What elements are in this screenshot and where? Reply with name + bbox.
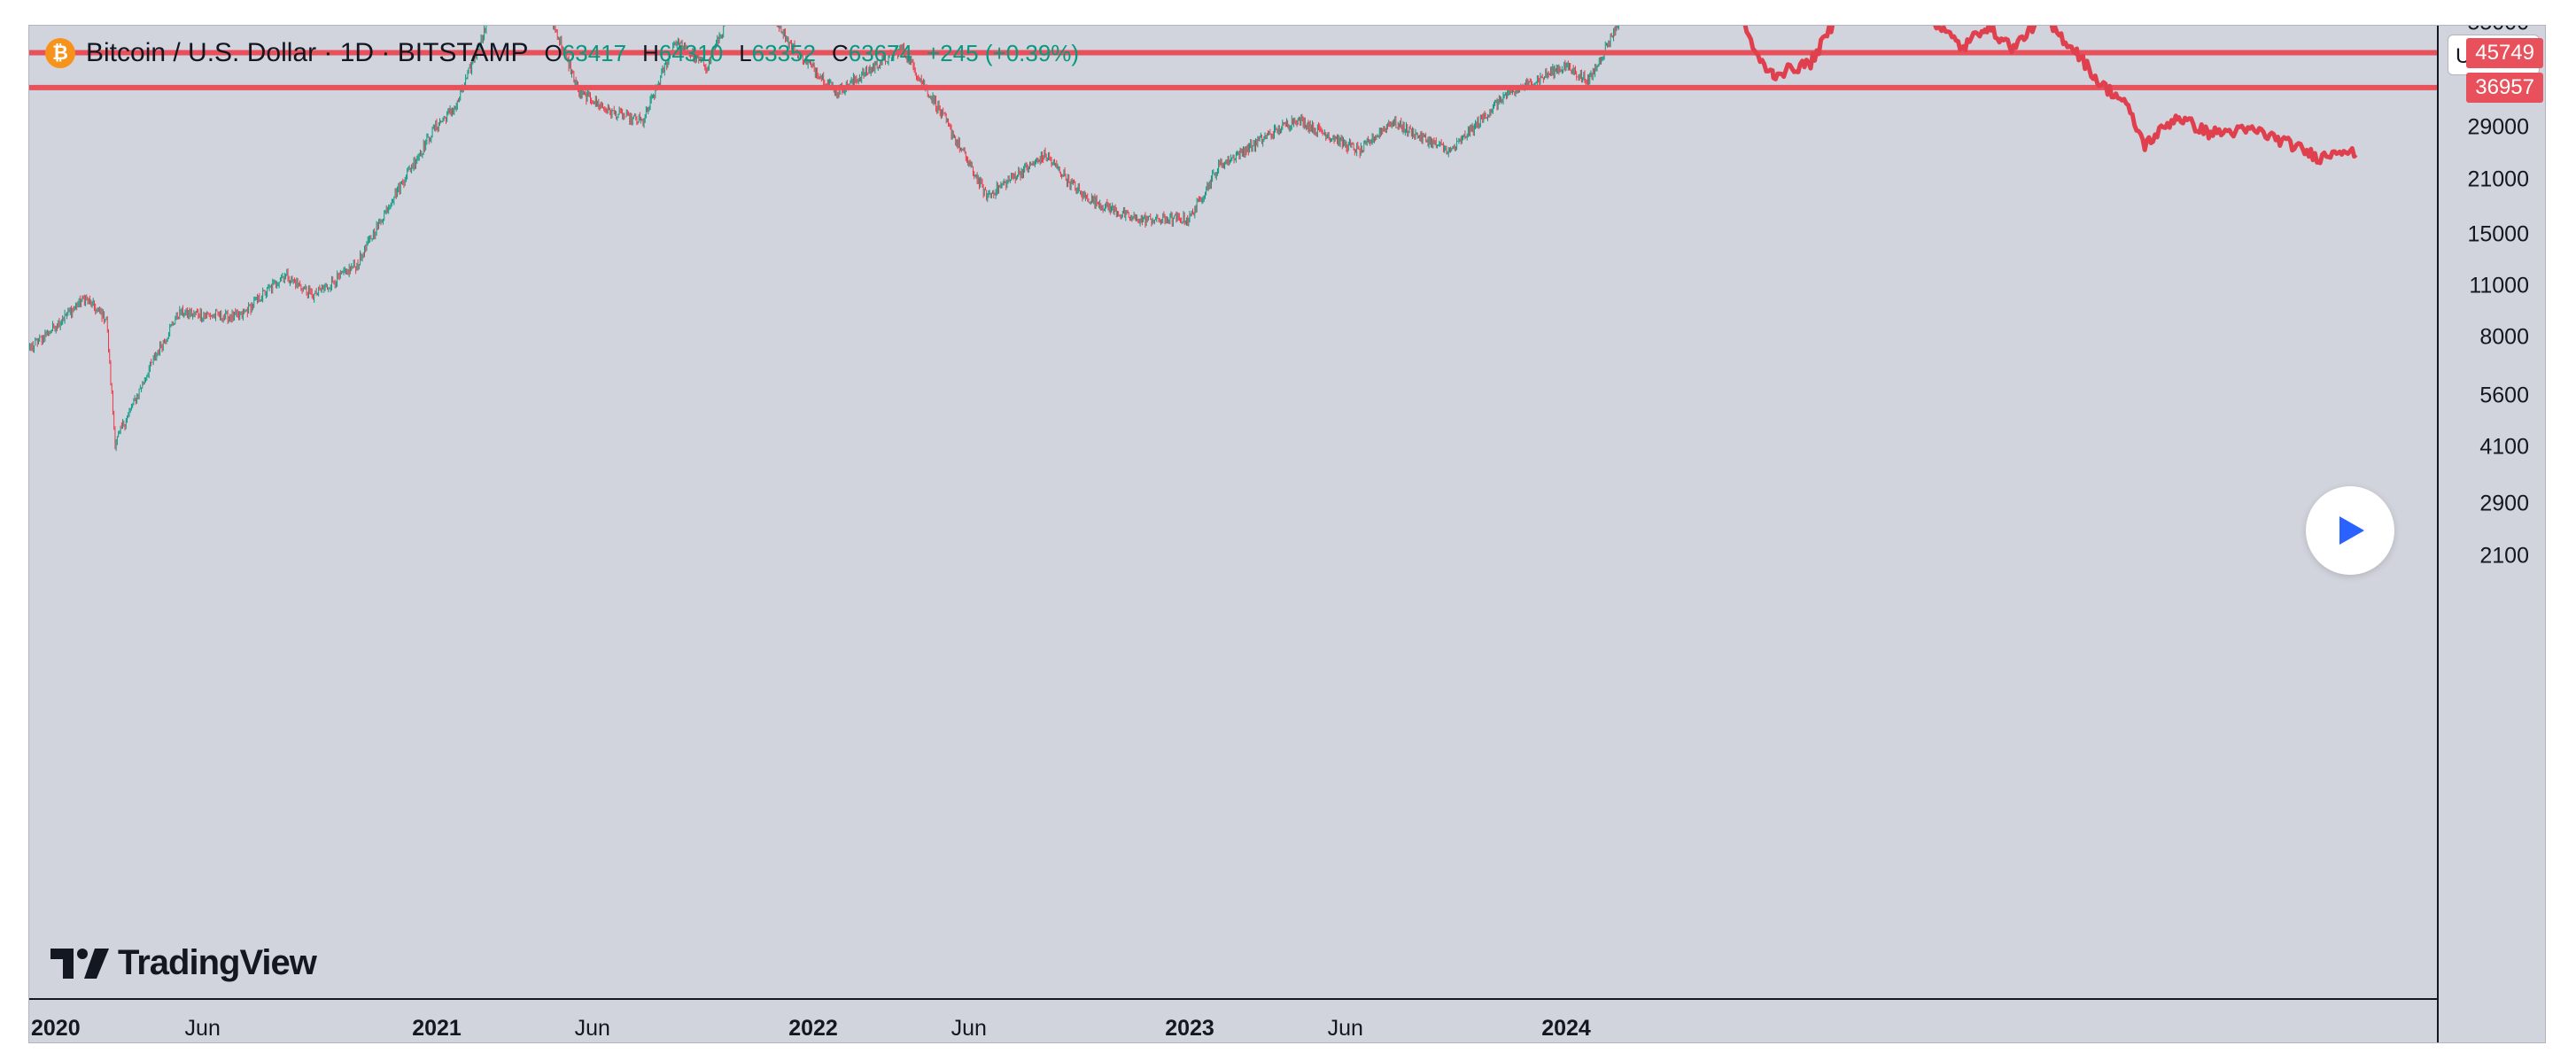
play-icon xyxy=(2339,516,2364,545)
price-axis-label: 21000 xyxy=(2467,167,2529,192)
time-axis-label: Jun xyxy=(574,1016,610,1041)
ohlc-high: H64310 xyxy=(642,39,724,66)
symbol-title[interactable]: Bitcoin / U.S. Dollar · 1D · BITSTAMP xyxy=(86,38,529,67)
price-axis-label: 11000 xyxy=(2469,273,2529,298)
price-axis[interactable]: USD 220000160000110000800005500045000380… xyxy=(2437,26,2545,1042)
price-axis-label: 15000 xyxy=(2467,221,2529,247)
tradingview-logo[interactable]: TradingView xyxy=(50,943,317,983)
chart-plot-area[interactable]: ₿ Bitcoin / U.S. Dollar · 1D · BITSTAMP … xyxy=(29,26,2437,998)
time-axis[interactable]: 2020 Jun 2021 Jun 2022 Jun 2023 Jun 2024 xyxy=(29,998,2437,1042)
price-axis-label: 8000 xyxy=(2479,324,2529,350)
time-axis-label: Jun xyxy=(950,1016,987,1041)
time-axis-label: Jun xyxy=(1327,1016,1363,1041)
tradingview-logo-text: TradingView xyxy=(118,943,317,982)
level-tag-2: 36957 xyxy=(2466,72,2543,103)
bitcoin-icon: ₿ xyxy=(45,38,75,68)
tradingview-logo-icon xyxy=(50,948,109,979)
play-button[interactable] xyxy=(2306,486,2394,575)
price-axis-label: 2900 xyxy=(2479,491,2529,516)
time-axis-label: 2024 xyxy=(1541,1016,1591,1041)
time-axis-label: Jun xyxy=(184,1016,221,1041)
time-axis-label: 2022 xyxy=(788,1016,838,1041)
ohlc-low: L63352 xyxy=(739,39,816,66)
ohlc-close: C63674 xyxy=(831,39,913,66)
price-axis-label: 5600 xyxy=(2479,383,2529,408)
time-axis-label: 2023 xyxy=(1165,1016,1214,1041)
time-axis-label: 2020 xyxy=(31,1016,81,1041)
chart-frame: ₿ Bitcoin / U.S. Dollar · 1D · BITSTAMP … xyxy=(28,25,2546,1043)
price-axis-label: 2100 xyxy=(2479,543,2529,569)
price-chart[interactable] xyxy=(29,26,2437,998)
time-axis-label: 2021 xyxy=(412,1016,462,1041)
symbol-header: ₿ Bitcoin / U.S. Dollar · 1D · BITSTAMP … xyxy=(45,38,1079,68)
price-change: +245 (+0.39%) xyxy=(927,39,1080,66)
price-axis-label: 4100 xyxy=(2479,434,2529,460)
projection-path xyxy=(1742,26,2358,166)
ohlc-open: O63417 xyxy=(544,39,627,66)
price-axis-label: 29000 xyxy=(2467,114,2529,140)
level-tag-1: 45749 xyxy=(2466,37,2543,68)
price-axis-label: 55000 xyxy=(2467,26,2529,35)
